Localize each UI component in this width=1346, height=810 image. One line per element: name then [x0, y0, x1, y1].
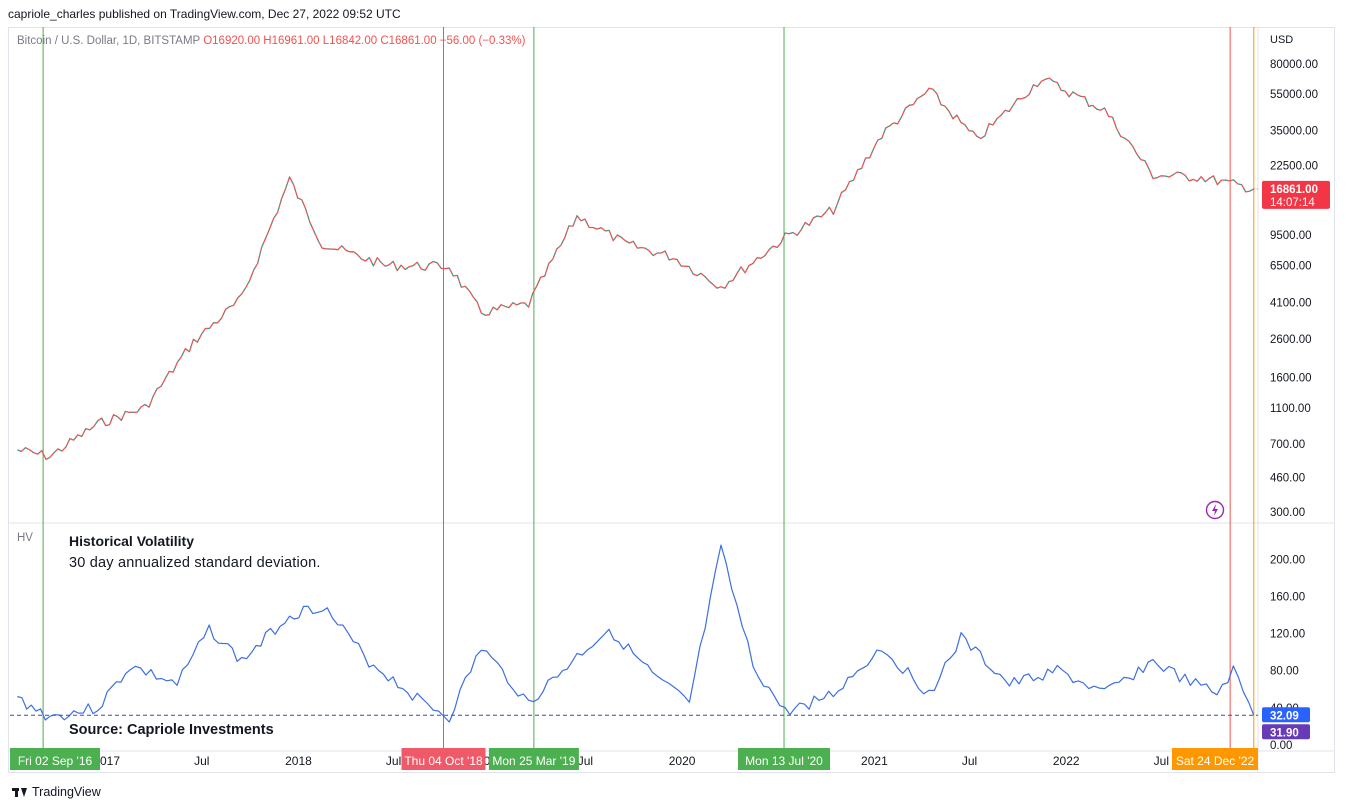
- price-series-line: [17, 77, 1255, 461]
- time-marker-box: [1172, 748, 1258, 770]
- price-axis-unit: USD: [1270, 34, 1294, 46]
- time-marker-box: [401, 748, 486, 770]
- hv-series-line: [17, 544, 1255, 723]
- chart-frame: [8, 27, 1335, 773]
- time-axis-label: Jul: [194, 754, 209, 768]
- indicator-short-name[interactable]: HV: [17, 532, 33, 544]
- time-marker-label: Mon 25 Mar '19: [492, 754, 575, 768]
- hv-reference-text: 31.90: [1270, 727, 1299, 739]
- price-axis-label: 700.00: [1270, 439, 1305, 451]
- price-axis-label: 80000.00: [1270, 59, 1318, 71]
- price-axis-label: 4100.00: [1270, 297, 1312, 309]
- time-marker-label: Mon 13 Jul '20: [745, 754, 823, 768]
- flash-alert-icon[interactable]: [1205, 500, 1225, 520]
- time-axis-label: 2022: [1053, 754, 1080, 768]
- time-axis-label: Jul: [578, 754, 593, 768]
- time-marker-label: Fri 02 Sep '16: [18, 754, 93, 768]
- time-marker-label: Sat 24 Dec '22: [1176, 754, 1255, 768]
- time-axis-label: 2017: [93, 754, 120, 768]
- price-axis-label: 2600.00: [1270, 334, 1312, 346]
- time-axis-label: Jul: [386, 754, 401, 768]
- publisher-caption: capriole_charles published on TradingVie…: [8, 7, 401, 21]
- hv-reference-badge: [1262, 724, 1310, 740]
- hv-value-text: 32.09: [1270, 710, 1299, 722]
- hv-axis-label: 0.00: [1270, 740, 1292, 752]
- hv-axis-label: 160.00: [1270, 591, 1305, 603]
- hv-axis-label: 80.00: [1270, 666, 1299, 678]
- price-axis-label: 55000.00: [1270, 89, 1318, 101]
- price-axis-label: 35000.00: [1270, 125, 1318, 137]
- indicator-source: Source: Capriole Investments: [69, 722, 274, 738]
- price-axis-label: 1600.00: [1270, 373, 1312, 385]
- price-axis-label: 1100.00: [1270, 403, 1311, 415]
- last-price-countdown: 14:07:14: [1270, 197, 1315, 209]
- symbol-name: Bitcoin / U.S. Dollar, 1D, BITSTAMP: [17, 35, 200, 47]
- price-axis-label: 22500.00: [1270, 161, 1318, 173]
- price-axis-label: 300.00: [1270, 507, 1305, 519]
- last-price-value: 16861.00: [1270, 184, 1318, 196]
- time-axis-label: Jul: [962, 754, 977, 768]
- price-axis-label: 9500.00: [1270, 230, 1312, 242]
- time-marker-box: [488, 748, 579, 770]
- tradingview-brand[interactable]: TradingView: [12, 785, 101, 799]
- time-axis-label: 2018: [285, 754, 312, 768]
- time-marker-label: Thu 04 Oct '18: [404, 754, 483, 768]
- time-axis-label: 2021: [861, 754, 888, 768]
- hv-axis-label: 200.00: [1270, 554, 1305, 566]
- hv-value-badge: [1262, 707, 1310, 723]
- time-axis-label: 2020: [669, 754, 696, 768]
- last-price-badge: [1262, 180, 1330, 209]
- price-series-up-candles: [17, 77, 1255, 460]
- price-axis-label: 460.00: [1270, 473, 1305, 485]
- symbol-legend[interactable]: Bitcoin / U.S. Dollar, 1D, BITSTAMP O169…: [17, 35, 525, 47]
- brand-name: TradingView: [32, 785, 101, 799]
- tradingview-logo-icon: [12, 787, 28, 798]
- indicator-title: Historical Volatility: [69, 533, 194, 549]
- ohlc-values: O16920.00 H16961.00 L16842.00 C16861.00 …: [203, 35, 526, 47]
- hv-axis-label: 120.00: [1270, 629, 1305, 641]
- time-marker-box: [738, 748, 831, 770]
- time-marker-box: [10, 748, 100, 770]
- time-axis-label: Jul: [1154, 754, 1169, 768]
- indicator-subtitle: 30 day annualized standard deviation.: [69, 555, 321, 571]
- price-axis-label: 6500.00: [1270, 260, 1312, 272]
